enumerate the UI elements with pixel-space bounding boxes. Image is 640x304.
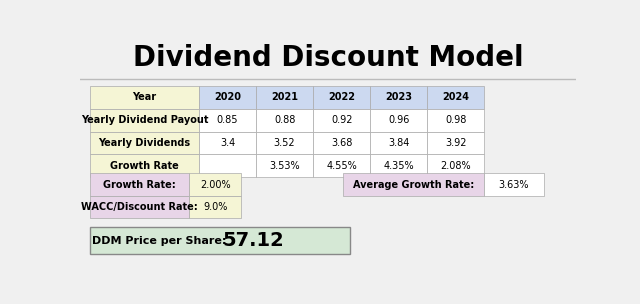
FancyBboxPatch shape	[484, 173, 544, 196]
FancyBboxPatch shape	[370, 132, 428, 154]
FancyBboxPatch shape	[428, 86, 484, 109]
FancyBboxPatch shape	[370, 154, 428, 178]
FancyBboxPatch shape	[199, 86, 256, 109]
FancyBboxPatch shape	[256, 154, 313, 178]
Text: 4.35%: 4.35%	[383, 161, 414, 171]
Text: DDM Price per Share:: DDM Price per Share:	[92, 236, 227, 246]
FancyBboxPatch shape	[199, 109, 256, 132]
Text: 3.68: 3.68	[331, 138, 353, 148]
Text: 4.55%: 4.55%	[326, 161, 357, 171]
FancyBboxPatch shape	[428, 109, 484, 132]
Text: Yearly Dividend Payout: Yearly Dividend Payout	[81, 115, 208, 125]
FancyBboxPatch shape	[343, 173, 484, 196]
Text: 0.92: 0.92	[331, 115, 353, 125]
Text: 3.92: 3.92	[445, 138, 467, 148]
FancyBboxPatch shape	[313, 109, 370, 132]
FancyBboxPatch shape	[313, 86, 370, 109]
Text: 2024: 2024	[442, 92, 469, 102]
FancyBboxPatch shape	[90, 109, 199, 132]
FancyBboxPatch shape	[90, 132, 199, 154]
FancyBboxPatch shape	[199, 154, 256, 178]
Text: Average Growth Rate:: Average Growth Rate:	[353, 180, 474, 189]
FancyBboxPatch shape	[90, 86, 199, 109]
FancyBboxPatch shape	[256, 109, 313, 132]
Text: 3.84: 3.84	[388, 138, 410, 148]
Text: 3.52: 3.52	[274, 138, 296, 148]
Text: 3.53%: 3.53%	[269, 161, 300, 171]
FancyBboxPatch shape	[90, 196, 189, 218]
Text: 2020: 2020	[214, 92, 241, 102]
FancyBboxPatch shape	[80, 36, 576, 79]
Text: 3.4: 3.4	[220, 138, 235, 148]
Text: Dividend Discount Model: Dividend Discount Model	[132, 43, 524, 71]
Text: 0.88: 0.88	[274, 115, 295, 125]
FancyBboxPatch shape	[428, 132, 484, 154]
Text: Growth Rate:: Growth Rate:	[103, 180, 176, 189]
FancyBboxPatch shape	[189, 196, 241, 218]
FancyBboxPatch shape	[90, 173, 189, 196]
Text: Growth Rate: Growth Rate	[110, 161, 179, 171]
FancyBboxPatch shape	[313, 132, 370, 154]
Text: 0.98: 0.98	[445, 115, 467, 125]
FancyBboxPatch shape	[256, 86, 313, 109]
FancyBboxPatch shape	[189, 173, 241, 196]
Text: 2.00%: 2.00%	[200, 180, 230, 189]
Text: 0.85: 0.85	[217, 115, 238, 125]
Text: Yearly Dividends: Yearly Dividends	[99, 138, 191, 148]
FancyBboxPatch shape	[370, 109, 428, 132]
FancyBboxPatch shape	[313, 154, 370, 178]
Text: 2022: 2022	[328, 92, 355, 102]
Text: Year: Year	[132, 92, 157, 102]
Text: 2023: 2023	[385, 92, 412, 102]
Text: 0.96: 0.96	[388, 115, 410, 125]
FancyBboxPatch shape	[428, 154, 484, 178]
Text: WACC/Discount Rate:: WACC/Discount Rate:	[81, 202, 198, 212]
FancyBboxPatch shape	[256, 132, 313, 154]
FancyBboxPatch shape	[199, 132, 256, 154]
Text: 9.0%: 9.0%	[203, 202, 227, 212]
FancyBboxPatch shape	[370, 86, 428, 109]
Text: 2.08%: 2.08%	[440, 161, 471, 171]
Text: 3.63%: 3.63%	[499, 180, 529, 189]
Text: 2021: 2021	[271, 92, 298, 102]
FancyBboxPatch shape	[90, 154, 199, 178]
FancyBboxPatch shape	[90, 227, 350, 254]
Text: 57.12: 57.12	[223, 231, 284, 250]
